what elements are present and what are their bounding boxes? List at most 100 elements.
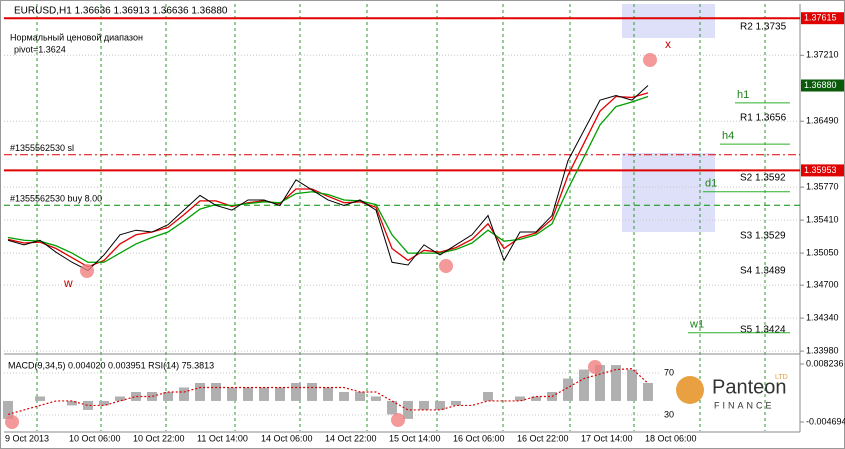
y-tick-label: 1.35050 xyxy=(806,247,839,257)
macd-bar xyxy=(211,383,221,401)
macd-bar xyxy=(243,387,253,401)
level-label: S3 1.3529 xyxy=(740,231,786,242)
macd-bar xyxy=(83,400,93,410)
marker-label: x xyxy=(665,37,671,51)
x-tick-label: 14 Oct 22:00 xyxy=(325,433,377,443)
pivot-label: d1 xyxy=(705,178,717,190)
pivot-label: h1 xyxy=(737,89,749,101)
x-tick-label: 17 Oct 14:00 xyxy=(581,433,633,443)
v-grid xyxy=(36,4,766,431)
level-label: S4 1.3489 xyxy=(740,266,786,277)
price-box xyxy=(801,12,844,25)
y-tick-label: 0.008236 xyxy=(806,358,844,368)
macd-bar xyxy=(35,396,45,401)
macd-bar xyxy=(611,365,621,401)
macd-bar xyxy=(579,369,589,401)
macd-bar xyxy=(67,400,77,406)
macd-bar xyxy=(355,391,365,401)
macd-bar xyxy=(563,378,573,401)
y-tick-label: 1.34700 xyxy=(806,280,839,290)
macd-bar xyxy=(643,382,653,401)
x-tick-label: 10 Oct 06:00 xyxy=(69,433,121,443)
macd-bar xyxy=(419,400,429,410)
pivot-label: w1 xyxy=(689,319,704,331)
series-line xyxy=(7,85,649,272)
x-tick-label: 18 Oct 06:00 xyxy=(645,433,697,443)
order-label: #1355562530 sl xyxy=(10,143,74,153)
macd-title: MACD(9,34,5) 0.004020 0.003951 RSI(14) 7… xyxy=(8,360,214,370)
chart-title: EURUSD,H1 1.36636 1.36913 1.36636 1.3688… xyxy=(14,6,228,17)
y-tick-label: 1.35770 xyxy=(806,182,839,192)
macd-bar xyxy=(403,400,413,419)
level-label: R1 1.3656 xyxy=(740,113,787,124)
macd-bar xyxy=(227,387,237,401)
y-tick-label: 1.34340 xyxy=(806,312,839,322)
macd-bar xyxy=(451,400,461,406)
macd-bar xyxy=(99,400,109,406)
marker xyxy=(439,259,453,273)
y2-tick-label: 70 xyxy=(664,367,674,377)
y-tick-label: 1.37210 xyxy=(806,50,839,60)
price-box xyxy=(801,164,844,177)
zone xyxy=(622,153,715,232)
macd-bar xyxy=(595,365,605,401)
y-tick-label: 1.36490 xyxy=(806,116,839,126)
macd-bar xyxy=(291,383,301,401)
subtitle: Нормальный ценовой диапазон xyxy=(10,32,143,42)
x-tick-label: 9 Oct 2013 xyxy=(5,433,49,443)
price-label: 1.35953 xyxy=(804,165,837,175)
macd-bar xyxy=(307,383,317,401)
macd-bar xyxy=(371,396,381,401)
price-label: 1.37615 xyxy=(804,13,837,23)
macd-bar xyxy=(531,396,541,401)
macd-bar xyxy=(275,387,285,401)
logo: Panteon FINANCE LTD xyxy=(676,374,788,410)
x-tick-label: 11 Oct 14:00 xyxy=(197,433,248,443)
series-line xyxy=(7,92,649,268)
marker xyxy=(5,415,19,429)
marker xyxy=(391,413,405,427)
x-tick-label: 10 Oct 22:00 xyxy=(133,433,185,443)
series-line xyxy=(7,95,649,263)
macd-bar xyxy=(339,391,349,401)
macd-bar xyxy=(387,400,397,415)
y-tick-label: -0.004694 xyxy=(806,416,845,426)
macd-bar xyxy=(163,391,173,401)
macd-bar xyxy=(483,391,493,401)
y2-tick-label: 30 xyxy=(664,409,674,419)
logo-icon xyxy=(676,376,704,404)
macd-bar xyxy=(515,396,525,401)
macd-bar xyxy=(627,369,637,401)
macd-bar xyxy=(115,396,125,401)
x-tick-label: 15 Oct 14:00 xyxy=(389,433,441,443)
y-tick-label: 1.33980 xyxy=(806,345,839,355)
macd-bar xyxy=(147,391,157,401)
x-tick-label: 16 Oct 06:00 xyxy=(453,433,505,443)
marker xyxy=(643,53,657,67)
macd-bar xyxy=(195,383,205,401)
logo-badge: LTD xyxy=(775,374,788,381)
x-tick-label: 16 Oct 22:00 xyxy=(517,433,569,443)
macd-bar xyxy=(179,387,189,401)
signal-line xyxy=(7,368,649,415)
annotation: pivot=1.3624 xyxy=(14,44,66,54)
zone xyxy=(622,4,715,38)
macd-bar xyxy=(323,387,333,401)
marker xyxy=(588,360,602,374)
macd-bar xyxy=(435,400,445,410)
logo-sub: FINANCE xyxy=(714,400,775,410)
level-label: S2 1.3592 xyxy=(740,173,786,184)
level-label: R2 1.3735 xyxy=(740,22,787,33)
level-labels: R2 1.3735 R1 1.3656 S2 1.3592 S3 1.3529 … xyxy=(740,22,787,336)
order-label: #1355562530 buy 8.00 xyxy=(10,194,102,204)
price-label: 1.36880 xyxy=(804,80,837,90)
marker xyxy=(80,264,94,278)
macd-bar xyxy=(131,391,141,401)
price-box xyxy=(801,79,844,92)
y-tick-label: 1.35410 xyxy=(806,215,839,225)
macd-bar xyxy=(259,387,269,401)
pivot-label: h4 xyxy=(722,130,734,142)
logo-name: Panteon xyxy=(712,376,787,398)
macd-bar xyxy=(3,400,13,419)
